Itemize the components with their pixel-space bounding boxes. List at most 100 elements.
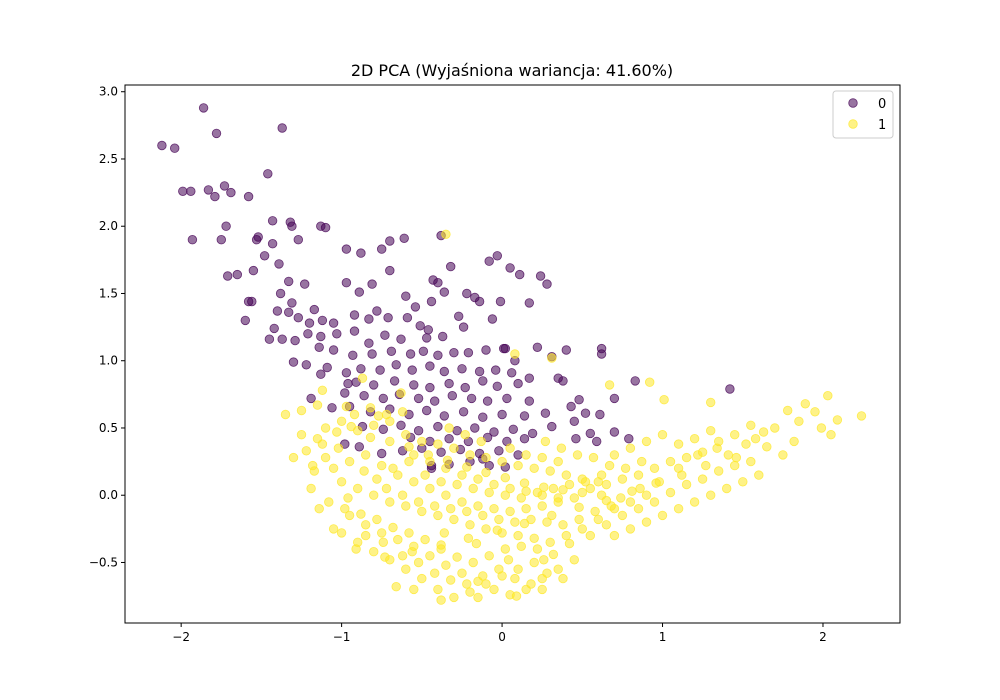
point-series-1-14 [706,397,716,408]
point-series-0-198 [513,450,523,460]
point-series-1-256 [588,452,599,463]
point-series-1-294 [397,551,408,561]
point-series-1-34 [463,533,474,544]
point-series-0-58 [293,313,304,323]
point-series-0-149 [482,396,493,406]
point-series-1-291 [359,466,369,476]
point-series-1-231 [558,520,568,530]
point-series-0-130 [409,380,419,390]
point-series-0-166 [580,408,591,418]
point-series-1-127 [511,591,522,601]
point-series-1-210 [601,520,612,530]
point-series-0-52 [300,279,310,289]
point-series-1-63 [616,493,626,503]
point-series-1-265 [397,407,408,417]
point-series-1-185 [324,497,334,507]
point-series-0-159 [439,411,450,421]
point-series-0-19 [287,221,297,231]
point-series-0-38 [492,251,503,261]
point-series-0-64 [364,314,374,324]
point-series-0-111 [596,349,607,359]
point-series-0-55 [287,298,297,308]
point-series-1-214 [665,487,676,498]
point-series-1-188 [372,514,382,525]
point-series-0-121 [439,366,450,377]
point-series-0-63 [349,310,360,320]
point-series-0-101 [433,350,443,361]
point-series-0-74 [524,298,535,308]
point-series-0-99 [405,349,416,359]
point-series-0-22 [259,251,270,261]
point-series-1-230 [542,517,552,527]
point-series-0-115 [341,368,352,378]
point-series-1-277 [641,517,652,527]
point-series-1-57 [500,473,511,483]
point-series-0-208 [316,369,326,379]
point-series-0-120 [425,361,435,371]
point-series-0-72 [474,296,485,307]
point-series-1-192 [436,544,446,554]
point-series-0-109 [561,345,572,355]
point-series-1-144 [537,501,547,511]
point-series-1-182 [673,439,684,449]
point-series-0-170 [378,424,389,435]
point-series-1-178 [609,450,620,460]
point-series-1-46 [296,430,307,440]
point-series-1-10 [510,349,520,359]
point-series-0-14 [216,234,227,245]
point-series-1-136 [409,477,419,487]
point-series-0-11 [243,191,254,202]
point-series-1-255 [572,450,583,460]
point-series-1-282 [441,463,451,474]
point-series-1-203 [478,571,488,581]
point-series-1-215 [681,479,692,490]
point-series-0-7 [203,185,214,195]
point-series-0-151 [524,396,535,406]
point-series-1-162 [353,426,363,436]
point-series-1-138 [441,490,451,500]
point-series-0-36 [399,233,409,244]
point-series-1-169 [465,450,475,460]
point-series-0-175 [470,423,480,433]
point-series-1-237 [404,456,414,467]
point-series-0-9 [219,181,230,191]
point-series-1-78 [385,497,395,507]
point-series-1-246 [548,483,559,494]
point-series-0-209 [306,393,316,404]
point-series-1-54 [442,455,453,466]
point-series-0-168 [569,416,580,427]
point-series-1-135 [393,470,403,480]
point-series-0-112 [288,357,299,367]
point-series-0-123 [474,366,485,377]
point-series-0-29 [274,259,284,269]
point-series-0-89 [290,335,300,346]
point-series-0-213 [454,311,464,322]
point-series-1-224 [446,504,456,514]
point-series-1-252 [476,436,486,447]
point-series-0-161 [478,412,488,422]
point-series-0-114 [322,362,332,373]
point-series-1-108 [553,564,563,574]
point-series-0-0 [157,140,167,151]
point-series-1-184 [706,426,716,436]
point-series-1-186 [340,504,350,514]
point-series-1-132 [344,456,355,467]
point-series-1-24 [723,450,734,460]
point-series-1-191 [420,534,430,545]
point-series-1-236 [388,463,398,474]
point-series-1-239 [436,477,446,487]
point-series-0-73 [495,296,506,307]
point-series-1-223 [430,501,440,511]
point-series-1-155 [714,436,724,447]
point-series-0-5 [178,186,188,197]
point-series-1-128 [537,584,547,595]
point-series-1-298 [503,555,514,565]
point-series-0-32 [341,244,352,254]
point-series-1-69 [731,452,742,463]
point-series-0-153 [609,393,620,404]
point-series-0-116 [356,364,366,374]
point-series-1-157 [746,420,756,431]
point-series-1-6 [317,385,328,396]
point-series-1-269 [553,456,563,467]
point-series-0-138 [558,376,568,386]
